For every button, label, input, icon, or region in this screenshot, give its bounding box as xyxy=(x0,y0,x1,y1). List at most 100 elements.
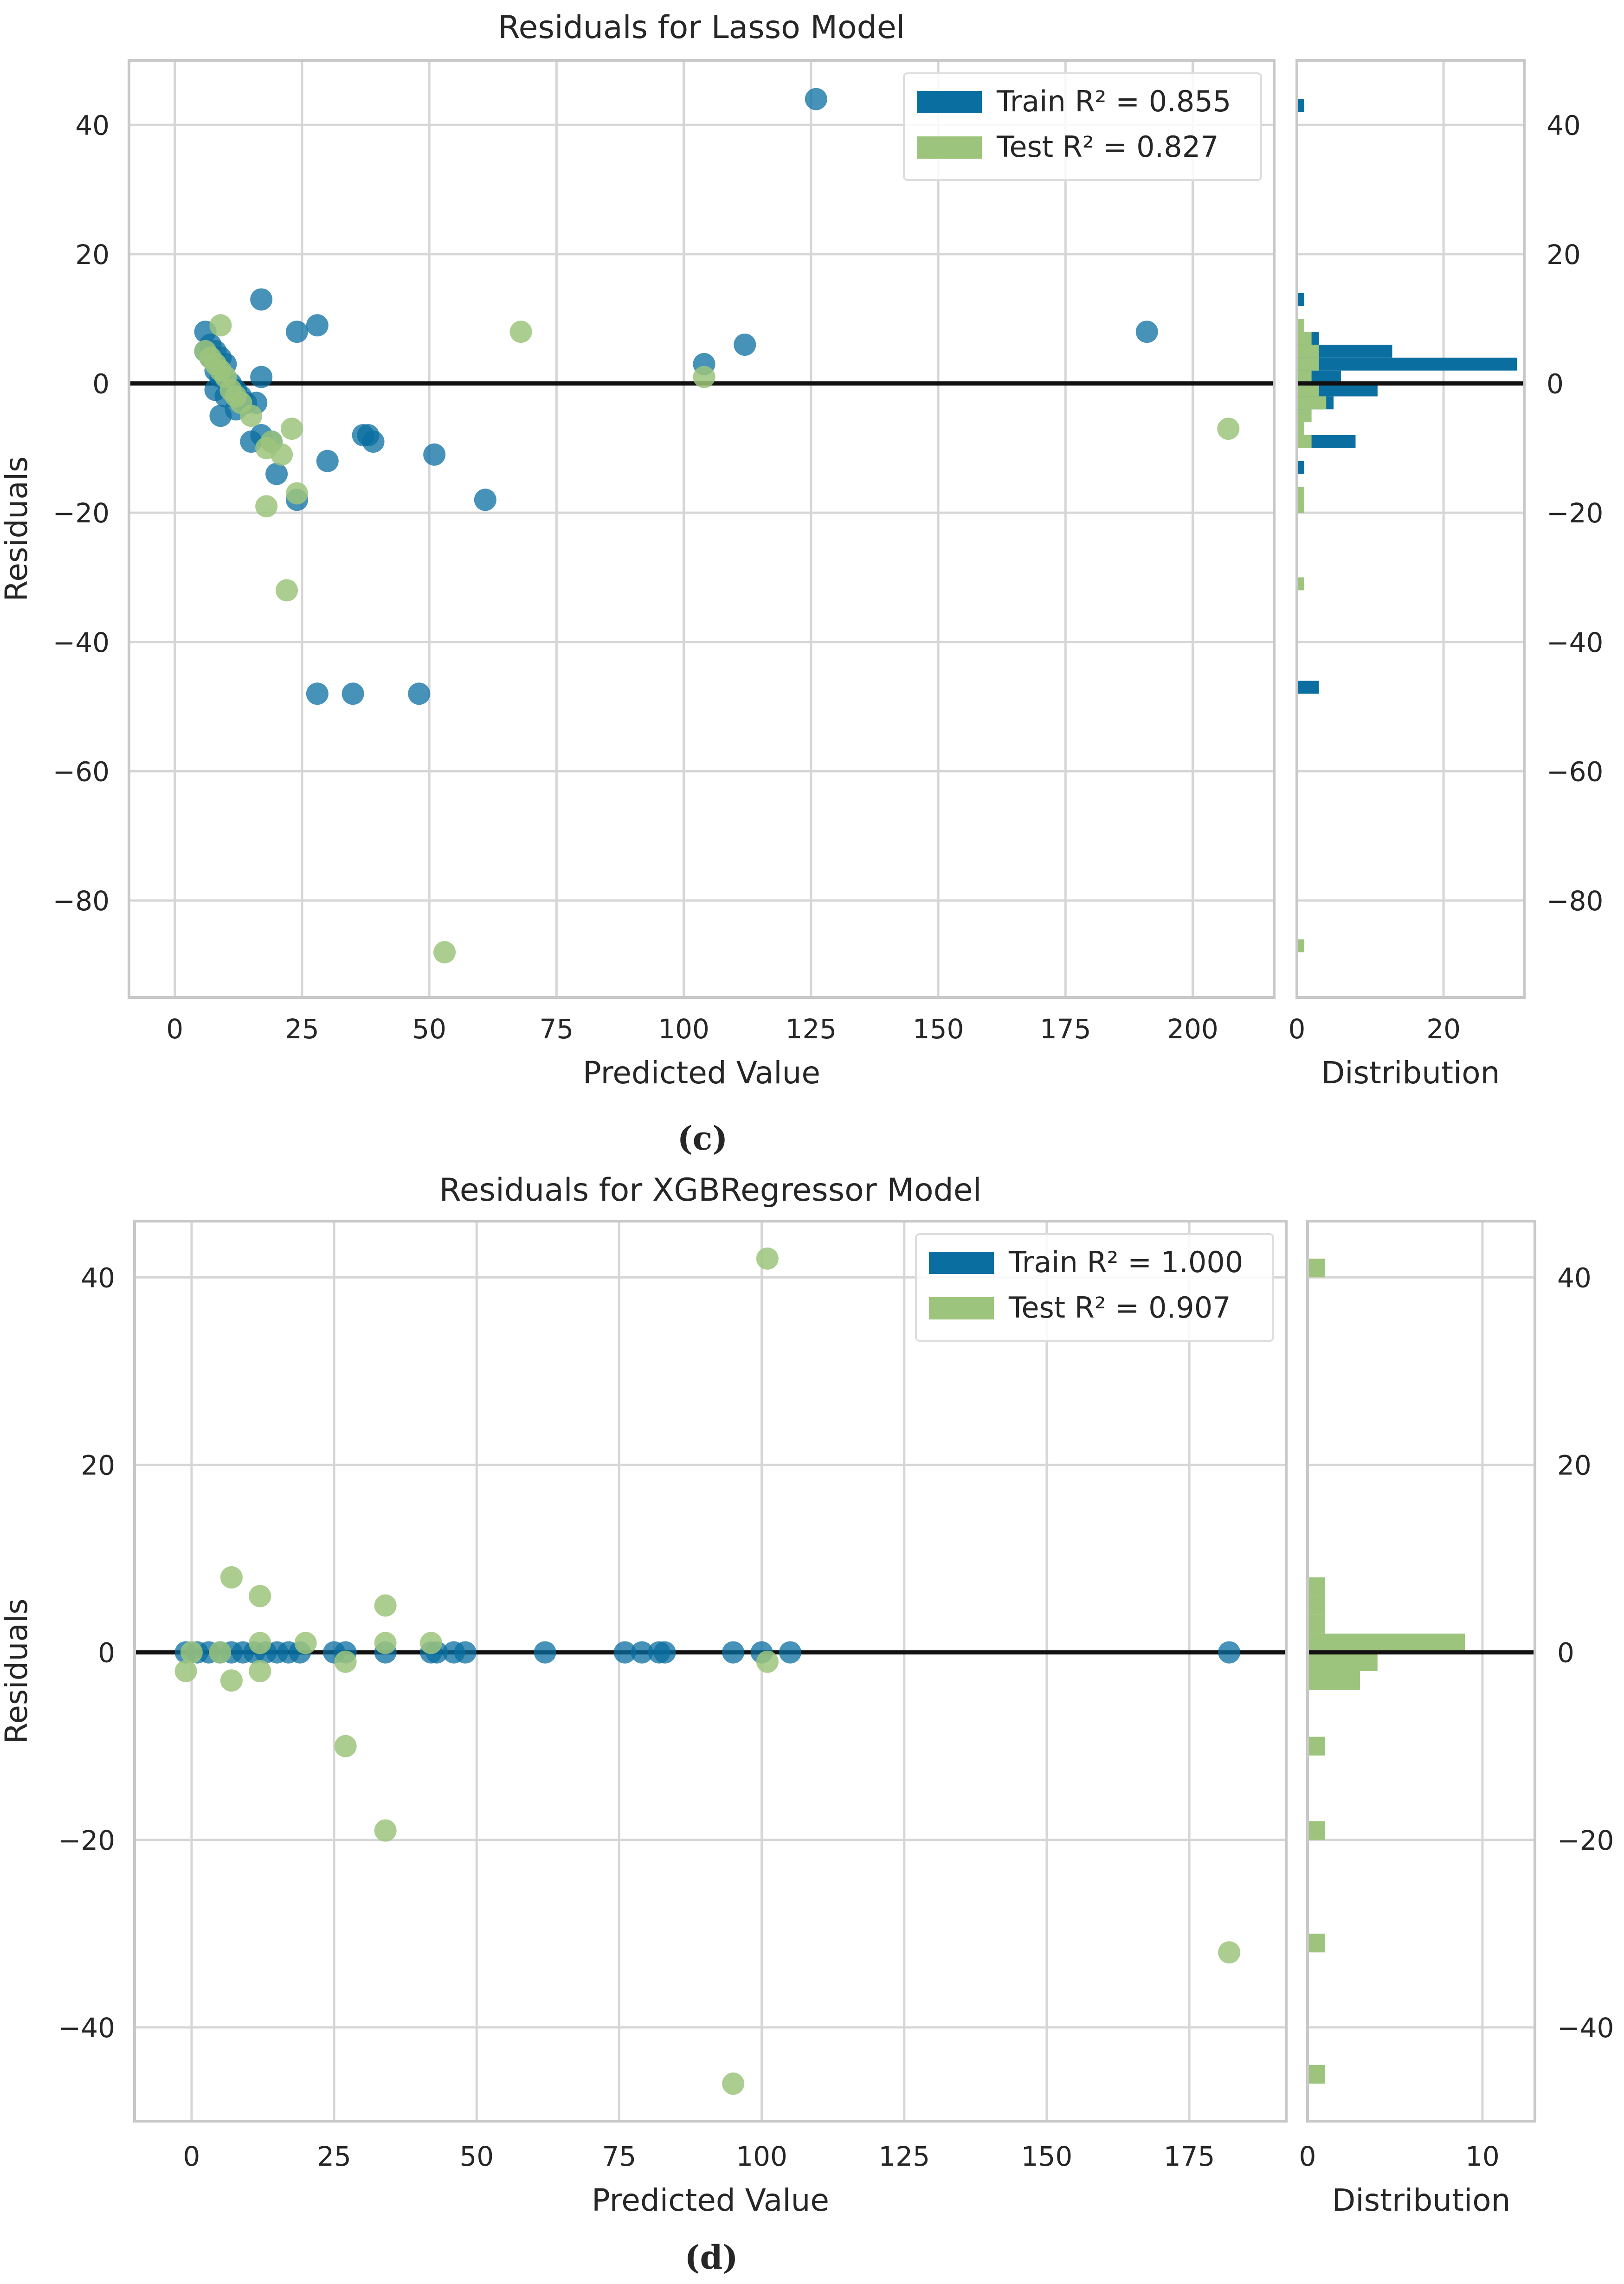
data-point-train xyxy=(209,405,232,427)
dist-bar-test xyxy=(1297,422,1304,435)
y-tick-label: −60 xyxy=(53,756,110,787)
dist-bar-test xyxy=(1297,939,1304,952)
dist-bar-test xyxy=(1308,1577,1325,1596)
dist-bar-test xyxy=(1297,344,1319,358)
plot-frame xyxy=(128,59,1276,999)
data-point-test xyxy=(756,1247,779,1270)
data-point-test xyxy=(240,405,263,427)
data-point-test xyxy=(374,1632,397,1654)
data-point-test xyxy=(209,1641,232,1664)
data-point-test xyxy=(693,366,715,388)
legend-box xyxy=(903,72,1262,181)
dist-y-tick-label: 20 xyxy=(1557,1449,1592,1481)
dist-y-tick-label: 0 xyxy=(1547,368,1564,400)
distribution-label: Distribution xyxy=(1321,1055,1500,1091)
data-point-test xyxy=(209,314,232,337)
data-point-train xyxy=(1218,1641,1241,1664)
data-point-test xyxy=(433,941,456,964)
dist-y-tick-label: −40 xyxy=(1557,2012,1614,2044)
data-point-train xyxy=(306,682,329,705)
data-point-train xyxy=(250,366,273,388)
data-point-train xyxy=(631,1641,653,1664)
panel-label: (d) xyxy=(684,2238,738,2277)
dist-bar-test xyxy=(1308,1737,1325,1756)
legend-label-train: Train R² = 1.000 xyxy=(1008,1245,1243,1279)
panel-label: (c) xyxy=(677,1119,728,1158)
chart-title: Residuals for Lasso Model xyxy=(498,9,905,46)
dist-y-tick-label: −20 xyxy=(1547,497,1603,529)
data-point-test xyxy=(255,495,278,518)
data-point-train xyxy=(722,1641,745,1664)
data-point-test xyxy=(249,1660,271,1682)
data-point-test xyxy=(220,1566,243,1589)
dist-bar-test xyxy=(1297,396,1327,410)
distribution-frame xyxy=(1306,1220,1536,2123)
x-tick-label: 25 xyxy=(317,2141,351,2172)
plot-area xyxy=(129,60,1274,997)
x-tick-label: 50 xyxy=(412,1013,446,1045)
data-point-train xyxy=(779,1641,802,1664)
x-tick-label: 75 xyxy=(602,2141,636,2172)
y-tick-label: −40 xyxy=(58,2012,115,2044)
x-axis-label: Predicted Value xyxy=(592,2182,829,2218)
dist-bar-test xyxy=(1297,319,1304,332)
y-axis-label: Residuals xyxy=(0,1598,34,1744)
dist-bar-test xyxy=(1308,1671,1360,1690)
distribution-area xyxy=(1297,60,1524,997)
dist-bar-test xyxy=(1297,332,1312,345)
dist-y-tick-label: 0 xyxy=(1557,1637,1574,1669)
legend-label-test: Test R² = 0.907 xyxy=(1008,1291,1231,1325)
data-point-train xyxy=(805,88,827,110)
dist-bar-test xyxy=(1297,500,1304,513)
data-point-test xyxy=(419,1632,442,1654)
legend-swatch-test xyxy=(929,1297,994,1319)
dist-bar-train xyxy=(1297,99,1304,112)
dist-y-tick-label: −40 xyxy=(1547,627,1603,658)
legend: Train R² = 0.855 Test R² = 0.827 xyxy=(903,72,1262,181)
legend-label-train: Train R² = 0.855 xyxy=(996,84,1231,118)
data-point-train xyxy=(534,1641,556,1664)
x-tick-label: 100 xyxy=(736,2141,787,2172)
dist-bar-test xyxy=(1297,435,1312,448)
data-point-train xyxy=(285,321,308,343)
dist-x-tick-label: 0 xyxy=(1299,2141,1316,2172)
data-point-test xyxy=(374,1819,397,1842)
plot-frame xyxy=(133,1220,1288,2123)
y-tick-label: −20 xyxy=(53,497,110,529)
x-tick-label: 50 xyxy=(459,2141,494,2172)
data-point-train xyxy=(408,682,431,705)
dist-x-tick-label: 10 xyxy=(1465,2141,1500,2172)
data-point-train xyxy=(474,489,496,511)
data-point-test xyxy=(285,482,308,505)
y-tick-label: 0 xyxy=(98,1637,115,1669)
legend: Train R² = 1.000 Test R² = 0.907 xyxy=(915,1233,1274,1342)
y-tick-label: 40 xyxy=(81,1262,115,1293)
x-tick-label: 25 xyxy=(285,1013,319,1045)
dist-bar-test xyxy=(1297,487,1304,500)
data-point-test xyxy=(374,1594,397,1617)
y-tick-label: 40 xyxy=(75,109,110,141)
y-tick-label: 20 xyxy=(75,239,110,270)
data-point-train xyxy=(357,424,380,446)
distribution-frame xyxy=(1295,59,1526,999)
dist-y-tick-label: −20 xyxy=(1557,1825,1614,1856)
data-point-train xyxy=(342,682,364,705)
x-tick-label: 125 xyxy=(785,1013,837,1045)
data-point-train xyxy=(265,463,288,485)
data-point-test xyxy=(722,2072,745,2095)
dist-x-tick-label: 20 xyxy=(1426,1013,1461,1045)
legend-box xyxy=(915,1233,1274,1342)
dist-bar-test xyxy=(1308,1933,1325,1953)
data-point-test xyxy=(1218,1941,1241,1964)
data-point-test xyxy=(180,1641,203,1664)
dist-bar-test xyxy=(1308,1596,1325,1615)
legend-swatch-train xyxy=(929,1252,994,1274)
dist-bar-train xyxy=(1297,293,1304,306)
dist-x-tick-label: 0 xyxy=(1289,1013,1306,1045)
dist-y-tick-label: 40 xyxy=(1547,109,1581,141)
data-point-train xyxy=(306,314,329,337)
data-point-test xyxy=(334,1650,357,1673)
residual-chart-2: Residuals for XGBRegressor Model 0 25 50 75 1… xyxy=(0,1172,1614,2277)
dist-bar-test xyxy=(1308,2065,1325,2084)
x-axis-label: Predicted Value xyxy=(583,1055,820,1091)
